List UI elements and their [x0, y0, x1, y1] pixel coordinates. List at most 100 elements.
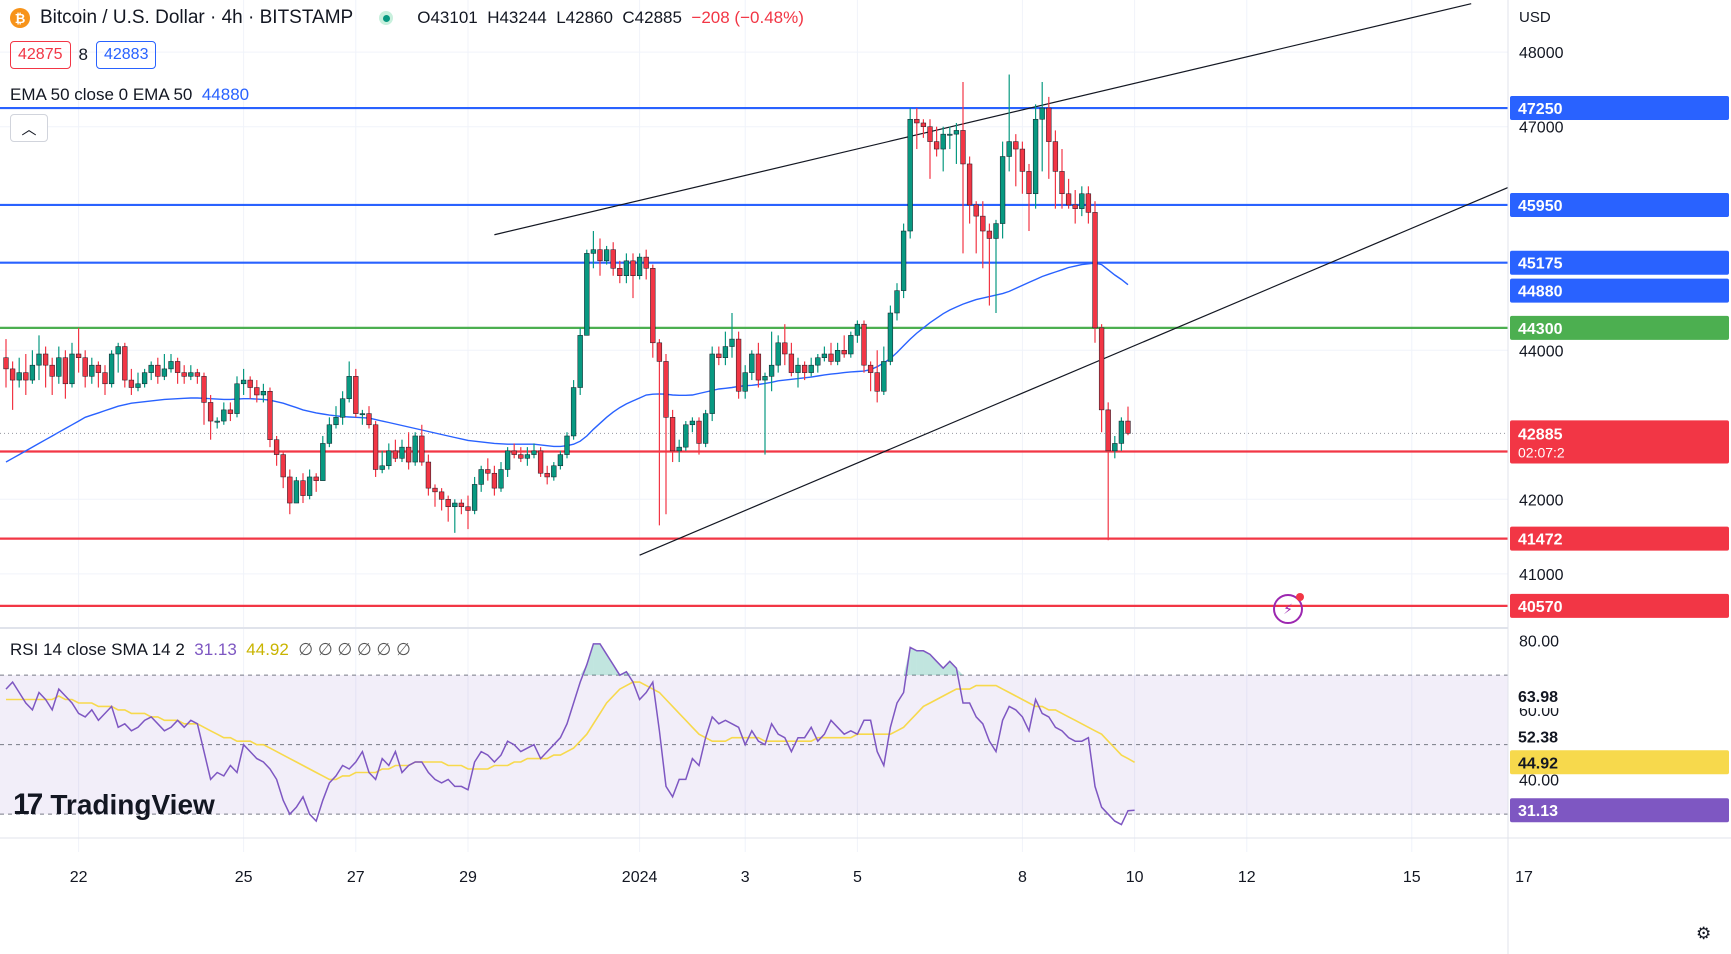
level-label: 45175	[1518, 256, 1563, 273]
trendline	[494, 3, 1472, 236]
candle-body	[960, 130, 966, 165]
sell-price-button[interactable]: 42875	[10, 41, 71, 69]
candle-body	[801, 364, 808, 373]
candle-body	[353, 376, 359, 414]
lightning-icon[interactable]: ⚡	[1273, 593, 1304, 624]
rsi-extra-values: ∅ ∅ ∅ ∅ ∅ ∅	[298, 640, 411, 659]
candle-body	[907, 118, 913, 232]
candle-body	[3, 357, 9, 370]
level-label: 47250	[1518, 101, 1563, 118]
tradingview-logo[interactable]: 17 TradingView	[13, 788, 215, 822]
candle-body	[135, 383, 141, 388]
candle-body	[36, 353, 42, 366]
settings-icon[interactable]: ⚙	[1696, 924, 1712, 943]
rsi-axis-label: 31.13	[1518, 803, 1558, 820]
candle-body	[155, 364, 161, 377]
chevron-up-icon: ︿	[21, 120, 37, 138]
candle-body	[1092, 212, 1098, 329]
candle-body	[346, 376, 352, 399]
rsi-overbought-fill	[606, 654, 614, 676]
level-label-bg	[1510, 526, 1729, 551]
candle-body	[623, 260, 630, 276]
y-tick-label: 48000	[1519, 45, 1564, 62]
candle-body	[1006, 141, 1012, 157]
candle-body	[42, 353, 49, 366]
candle-body	[603, 249, 610, 262]
candle-body	[293, 480, 300, 504]
rsi-overbought-fill	[910, 647, 917, 676]
ema-legend[interactable]: EMA 50 close 0 EMA 50 44880	[10, 85, 249, 105]
candle-body	[372, 424, 379, 470]
candle-body	[617, 268, 623, 276]
candle-body	[201, 376, 207, 403]
candle-body	[280, 454, 286, 478]
candle-body	[999, 156, 1006, 224]
candle-body	[729, 338, 735, 347]
candle-body	[148, 364, 154, 373]
countdown-label: 02:07:2	[1518, 444, 1565, 460]
ema-label: EMA 50 close 0 EMA 50	[10, 85, 193, 104]
candle-body	[683, 424, 689, 448]
candle-body	[62, 357, 69, 385]
candle-body	[366, 413, 372, 426]
candle-body	[940, 133, 946, 150]
candle-body	[458, 502, 465, 508]
candle-body	[531, 450, 537, 455]
candle-body	[1112, 443, 1118, 452]
candle-body	[630, 260, 636, 276]
collapse-legend-button[interactable]: ︿	[10, 114, 48, 142]
x-tick-label: 10	[1126, 869, 1144, 886]
currency-label[interactable]: USD	[1519, 9, 1551, 26]
candle-body	[128, 379, 135, 388]
candle-body	[709, 353, 715, 414]
x-tick-label: 2024	[622, 869, 658, 886]
buy-price-button[interactable]: 42883	[95, 41, 157, 69]
change-value: −208 (−0.48%)	[691, 8, 804, 27]
bid-ask: 42875 8 42883	[10, 41, 157, 69]
rsi-axis-label: 52.38	[1518, 729, 1558, 746]
candle-body	[161, 368, 168, 377]
candle-body	[16, 372, 22, 381]
candle-body	[438, 491, 445, 500]
candle-body	[1013, 141, 1019, 150]
candle-body	[23, 372, 29, 381]
candle-body	[973, 204, 979, 217]
high-value: H43244	[487, 8, 547, 27]
candle-body	[854, 323, 861, 336]
candle-body	[1039, 107, 1045, 120]
rsi-overbought-fill	[949, 661, 957, 676]
candle-body	[333, 417, 339, 426]
candle-body	[980, 215, 986, 232]
level-label: 40570	[1518, 599, 1563, 616]
candle-body	[478, 469, 484, 485]
candle-body	[768, 364, 775, 377]
candle-body	[696, 420, 702, 444]
rsi-overbought-fill	[923, 650, 930, 676]
candle-body	[194, 372, 201, 377]
last-price-label: 42885	[1518, 426, 1563, 443]
rsi-legend[interactable]: RSI 14 close SMA 14 2 31.13 44.92 ∅ ∅ ∅ …	[10, 640, 411, 660]
candle-body	[643, 256, 649, 269]
candle-body	[1118, 420, 1125, 444]
tv-logo-icon: 17	[13, 788, 43, 821]
candle-body	[1059, 171, 1065, 195]
symbol-legend: ₿ Bitcoin / U.S. Dollar · 4h · BITSTAMP …	[10, 7, 804, 29]
candle-body	[702, 413, 709, 444]
candle-body	[782, 342, 788, 355]
candle-body	[181, 372, 187, 377]
candle-body	[287, 476, 293, 504]
candle-body	[108, 353, 115, 385]
market-open-icon	[379, 11, 394, 25]
ema-line	[5, 262, 1129, 463]
level-label-bg	[1510, 593, 1729, 618]
candle-body	[82, 357, 88, 377]
x-tick-label: 27	[347, 869, 365, 886]
rsi-y-tick-label: 40.00	[1519, 772, 1559, 789]
candle-body	[102, 372, 108, 385]
low-value: L42860	[556, 8, 613, 27]
symbol-title[interactable]: Bitcoin / U.S. Dollar · 4h · BITSTAMP	[40, 7, 354, 28]
candle-body	[610, 249, 616, 269]
y-tick-label: 47000	[1519, 120, 1564, 137]
candle-body	[1079, 193, 1085, 209]
